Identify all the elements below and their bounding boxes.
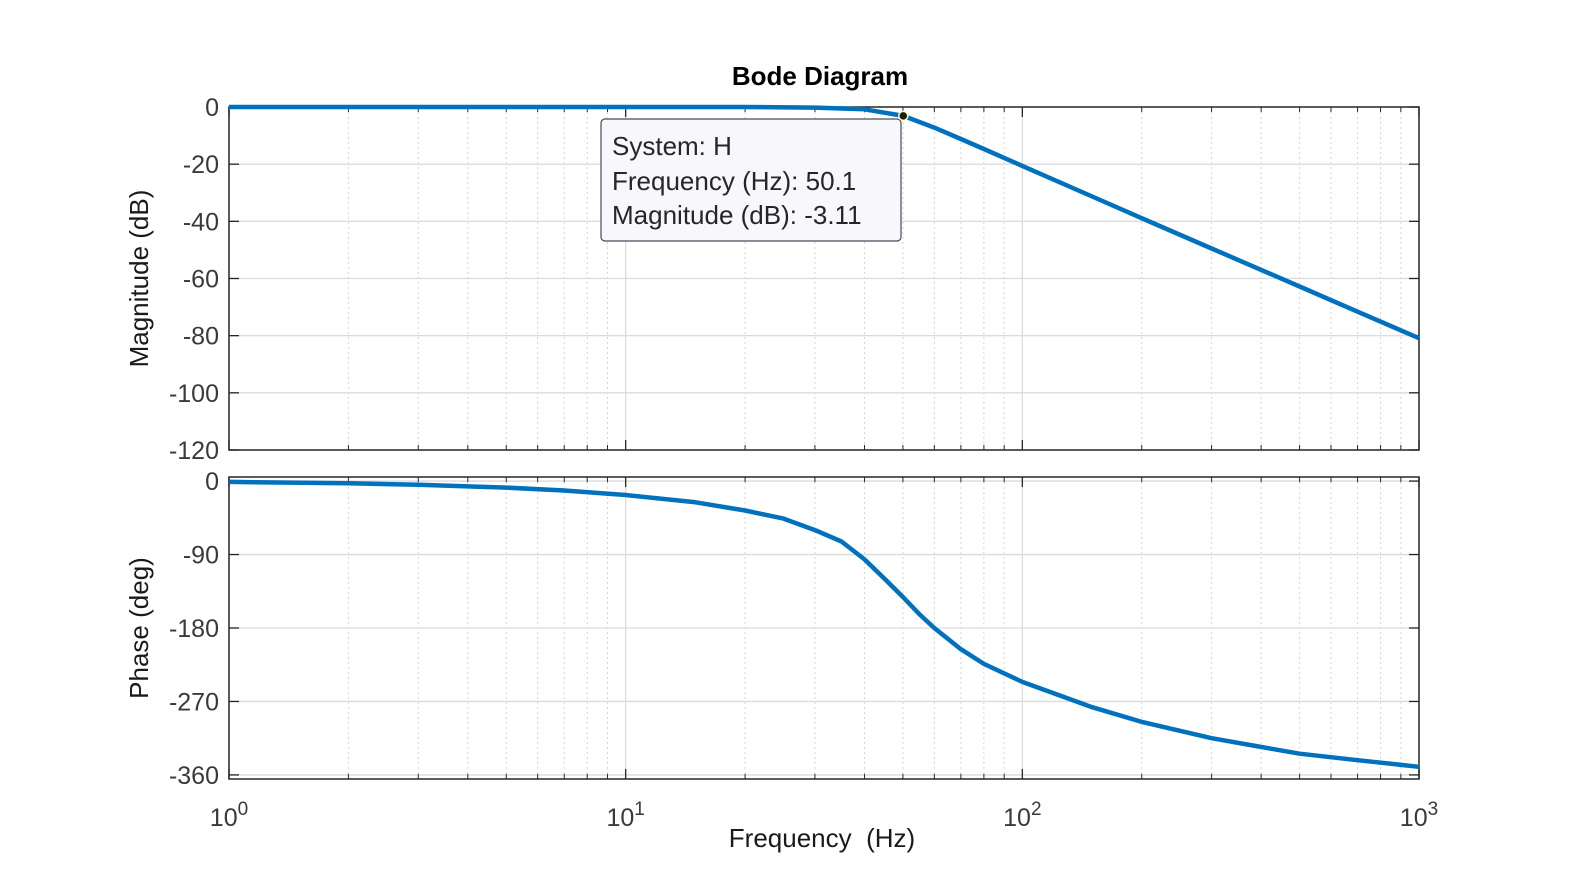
x-tick-label: 100 bbox=[210, 799, 248, 832]
magnitude-tick-labels: 0 -20 -40 -60 -80 -100 -120 bbox=[169, 94, 219, 465]
phase-series-line bbox=[228, 479, 1420, 770]
phase-axes-frame bbox=[228, 476, 1420, 780]
magnitude-y-tick-label: -20 bbox=[183, 151, 219, 179]
phase-y-tick-label: -180 bbox=[169, 615, 219, 643]
x-tick-label-exponent: 3 bbox=[1428, 799, 1439, 820]
magnitude-axis-label: Magnitude (dB) bbox=[124, 190, 154, 368]
data-tip-system: System: H bbox=[612, 131, 732, 161]
x-axis-label: Frequency (Hz) bbox=[729, 823, 915, 853]
phase-y-tick-label: 0 bbox=[205, 468, 219, 496]
magnitude-y-tick-label: -40 bbox=[183, 208, 219, 236]
x-tick-label-base: 10 bbox=[210, 804, 238, 832]
phase-y-tick-label: -270 bbox=[169, 688, 219, 716]
x-tick-label-base: 10 bbox=[1003, 804, 1031, 832]
phase-tick-labels: 0 -90 -180 -270 -360 bbox=[169, 468, 219, 790]
phase-panel: Phase (deg) 0 -90 -180 -270 -360 bbox=[124, 468, 1420, 790]
data-tip[interactable]: System: H Frequency (Hz): 50.1 Magnitude… bbox=[600, 110, 909, 242]
x-tick-label-exponent: 0 bbox=[238, 799, 249, 820]
x-tick-label-exponent: 1 bbox=[634, 799, 645, 820]
phase-y-tick-label: -360 bbox=[169, 762, 219, 790]
magnitude-panel: Magnitude (dB) 0 -20 -40 -60 -80 -100 -120 bbox=[124, 94, 1420, 465]
data-tip-box bbox=[600, 118, 902, 242]
magnitude-y-tick-label: -60 bbox=[183, 266, 219, 294]
x-tick-label-base: 10 bbox=[1400, 804, 1428, 832]
x-tick-label: 101 bbox=[606, 799, 644, 832]
magnitude-y-tick-label: 0 bbox=[205, 94, 219, 122]
phase-y-tick-label: -90 bbox=[183, 542, 219, 570]
magnitude-y-tick-label: -120 bbox=[169, 437, 219, 465]
magnitude-y-tick-label: -80 bbox=[183, 323, 219, 351]
chart-title: Bode Diagram bbox=[732, 61, 908, 91]
x-tick-label: 103 bbox=[1400, 799, 1438, 832]
phase-axis-label: Phase (deg) bbox=[124, 557, 154, 699]
x-tick-label-base: 10 bbox=[606, 804, 634, 832]
data-tip-frequency: Frequency (Hz): 50.1 bbox=[612, 166, 856, 196]
magnitude-y-tick-label: -100 bbox=[169, 380, 219, 408]
data-tip-marker[interactable] bbox=[898, 110, 909, 122]
magnitude-series-line bbox=[229, 104, 1420, 341]
phase-grid bbox=[228, 477, 1420, 779]
x-tick-label-exponent: 2 bbox=[1031, 799, 1042, 820]
data-tip-magnitude: Magnitude (dB): -3.11 bbox=[612, 200, 862, 230]
x-tick-label: 102 bbox=[1003, 799, 1041, 832]
x-tick-labels: 100 101 102 103 bbox=[210, 799, 1438, 832]
